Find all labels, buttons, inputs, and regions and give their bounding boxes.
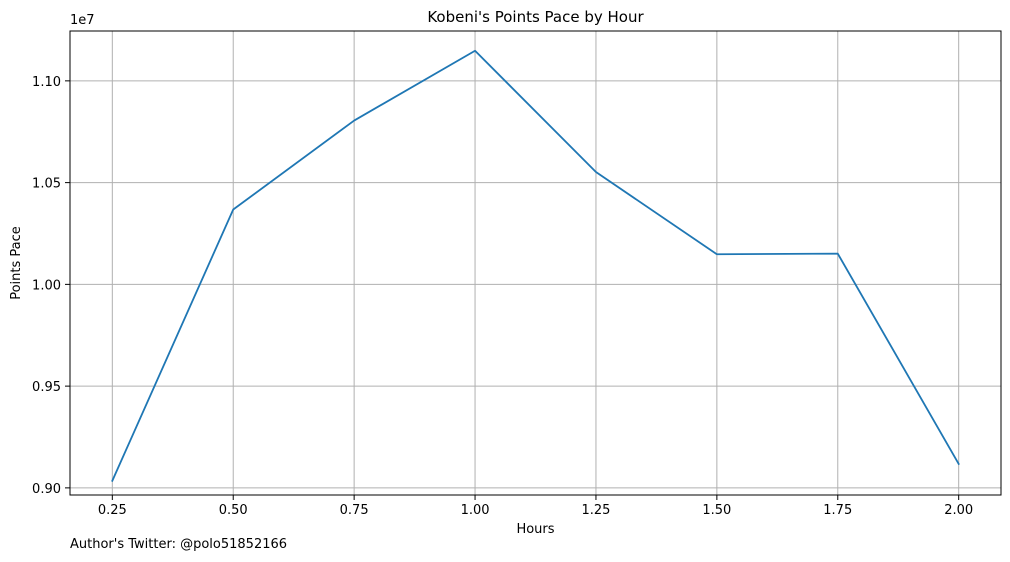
y-axis-label: Points Pace xyxy=(9,226,24,300)
x-tick-label: 0.50 xyxy=(219,503,248,518)
x-tick-label: 0.75 xyxy=(340,503,369,518)
grid-lines xyxy=(70,31,1001,495)
x-tick-label: 1.25 xyxy=(581,503,610,518)
x-tick-label: 2.00 xyxy=(944,503,973,518)
series-lines xyxy=(111,49,960,482)
x-tick-label: 1.00 xyxy=(461,503,490,518)
axis-ticks: 0.25 0.50 0.75 1.00 1.25 1.50 1.75 2.00 0.90 0.95… xyxy=(32,75,973,518)
y-tick-label: 0.95 xyxy=(32,380,61,395)
y-tick-label: 0.90 xyxy=(32,482,61,497)
x-tick-label: 1.75 xyxy=(823,503,852,518)
x-tick-label: 0.25 xyxy=(98,503,127,518)
y-tick-label: 1.00 xyxy=(32,278,61,293)
x-tick-label: 1.50 xyxy=(702,503,731,518)
series-line xyxy=(111,49,960,482)
y-axis-offset-label: 1e7 xyxy=(70,13,95,28)
plot-frame xyxy=(69,30,1002,496)
chart-title: Kobeni's Points Pace by Hour xyxy=(427,8,644,26)
author-twitter-note: Author's Twitter: @polo51852166 xyxy=(70,537,288,552)
x-axis-label: Hours xyxy=(516,522,554,537)
y-tick-label: 1.05 xyxy=(32,177,61,192)
y-tick-label: 1.10 xyxy=(32,75,61,90)
